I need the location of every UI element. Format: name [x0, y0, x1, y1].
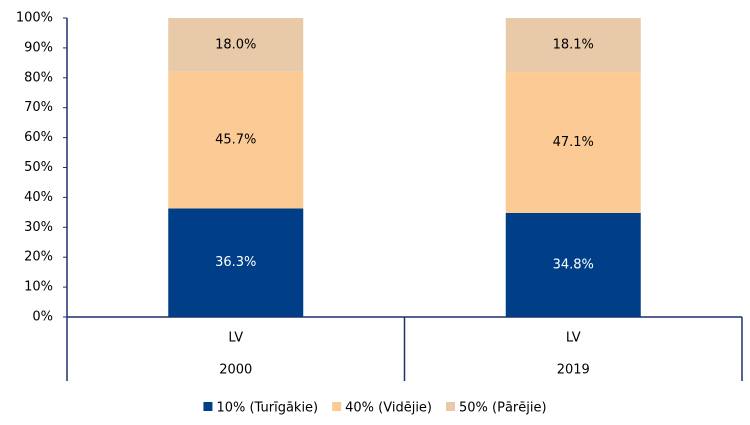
y-tick-label: 80%: [24, 70, 53, 85]
legend-swatch: [446, 402, 456, 411]
y-tick-label: 0%: [32, 310, 53, 325]
data-label: 34.8%: [553, 257, 594, 272]
legend-label: 10% (Turīgākie): [216, 401, 318, 416]
legend-label: 40% (Vidējie): [345, 401, 432, 416]
x-tick-label: LV: [228, 331, 243, 346]
bar-segment: [168, 208, 304, 317]
x-tick-label: LV: [566, 331, 581, 346]
data-label: 45.7%: [215, 133, 256, 148]
bar-segment: [168, 71, 304, 209]
legend-label: 50% (Pārējie): [459, 401, 547, 416]
y-tick-label: 90%: [24, 40, 53, 55]
bar-segment: [505, 72, 641, 213]
y-tick-label: 30%: [24, 220, 53, 235]
y-tick-label: 70%: [24, 100, 53, 115]
data-label: 47.1%: [553, 135, 594, 150]
y-tick-label: 100%: [16, 11, 53, 26]
x-group-label: 2019: [557, 363, 590, 378]
data-label: 18.0%: [215, 37, 256, 52]
y-tick-label: 10%: [24, 280, 53, 295]
bar-segment: [505, 212, 641, 317]
y-tick-label: 20%: [24, 250, 53, 265]
legend-swatch: [332, 402, 342, 411]
y-tick-label: 50%: [24, 160, 53, 175]
data-label: 18.1%: [553, 38, 594, 53]
data-label: 36.3%: [215, 255, 256, 270]
y-tick-label: 40%: [24, 190, 53, 205]
legend-swatch: [203, 402, 213, 411]
y-tick-label: 60%: [24, 130, 53, 145]
bar-segment: [168, 18, 304, 72]
x-group-label: 2000: [219, 363, 252, 378]
bar-segment: [505, 18, 641, 73]
